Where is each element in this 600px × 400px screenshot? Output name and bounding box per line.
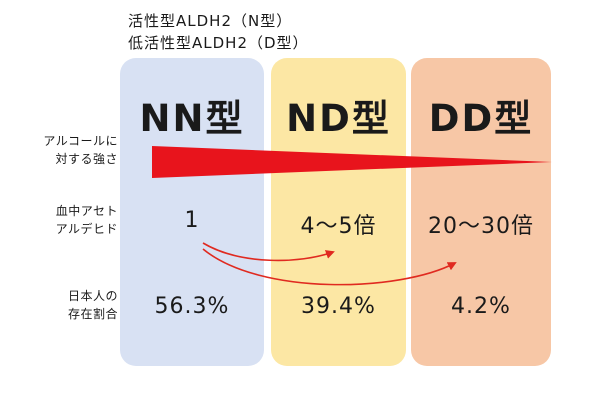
acetaldehyde-value-nn: 1 xyxy=(184,208,200,233)
row-label-alcohol-strength: アルコールに 対する強さ xyxy=(34,132,118,168)
column-dd: DD型 xyxy=(411,58,551,366)
row-label-line: 存在割合 xyxy=(67,307,118,321)
legend: 活性型ALDH2（N型） 低活性型ALDH2（D型） xyxy=(128,10,309,54)
legend-low-active-type: 低活性型ALDH2（D型） xyxy=(128,34,309,52)
row-label-line: アルデヒド xyxy=(55,222,118,236)
row-label-line: アルコールに xyxy=(43,134,118,148)
population-value-nd: 39.4% xyxy=(301,294,376,319)
population-value-dd: 4.2% xyxy=(451,294,511,319)
acetaldehyde-value-dd: 20～30倍 xyxy=(428,214,534,239)
column-nn: NN型 xyxy=(120,58,264,366)
row-label-population: 日本人の 存在割合 xyxy=(34,287,118,323)
column-title-nn: NN型 xyxy=(139,97,245,140)
legend-active-type: 活性型ALDH2（N型） xyxy=(128,12,293,30)
column-title-dd: DD型 xyxy=(428,97,534,140)
row-label-line: 日本人の xyxy=(67,289,118,303)
column-title-nd: ND型 xyxy=(286,97,391,140)
row-label-line: 血中アセト xyxy=(55,204,118,218)
row-label-acetaldehyde: 血中アセト アルデヒド xyxy=(34,202,118,238)
row-label-line: 対する強さ xyxy=(55,152,118,166)
column-nd: ND型 xyxy=(271,58,406,366)
population-value-nn: 56.3% xyxy=(154,294,230,319)
acetaldehyde-value-nd: 4～5倍 xyxy=(300,214,377,239)
